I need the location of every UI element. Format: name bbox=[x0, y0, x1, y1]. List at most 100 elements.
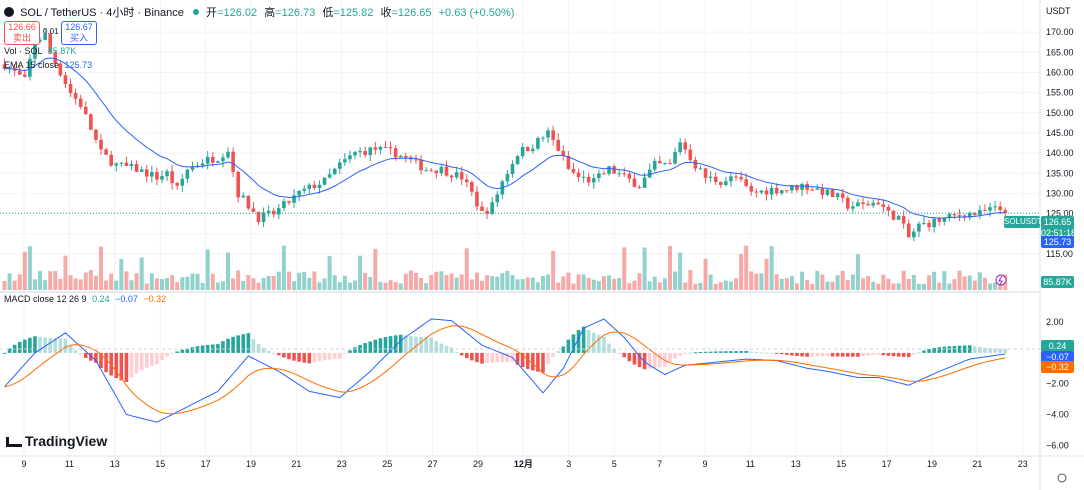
volume-bar bbox=[327, 256, 332, 290]
macd-legend[interactable]: MACD close 12 26 9 0.24 −0.07 −0.32 bbox=[4, 294, 166, 304]
volume-bar bbox=[820, 274, 825, 290]
candle bbox=[576, 172, 581, 178]
macd-hist-bar bbox=[221, 341, 225, 353]
tradingview-logo[interactable]: TradingView bbox=[6, 433, 107, 449]
candle bbox=[205, 156, 210, 164]
candle bbox=[53, 52, 58, 64]
volume-bar bbox=[952, 279, 957, 290]
volume-bar bbox=[2, 281, 7, 290]
volume-bar bbox=[58, 278, 63, 290]
macd-hist-bar bbox=[785, 352, 789, 355]
ohlc-close-label: 收 bbox=[380, 7, 392, 19]
volume-bar bbox=[576, 274, 581, 290]
candle bbox=[520, 147, 525, 157]
candle bbox=[485, 210, 489, 214]
volume-bar bbox=[957, 270, 962, 290]
macd-hist-bar bbox=[58, 338, 63, 353]
macd-hist-bar bbox=[398, 334, 403, 353]
volume-bar bbox=[500, 273, 505, 290]
macd-hist-bar bbox=[566, 339, 571, 353]
macd-hist-bar bbox=[73, 350, 78, 353]
macd-hist-bar bbox=[282, 352, 286, 358]
candle bbox=[398, 155, 403, 158]
candle bbox=[652, 160, 657, 170]
macd-hist-bar bbox=[637, 352, 642, 368]
macd-hist-bar bbox=[53, 338, 58, 353]
volume-bar bbox=[434, 271, 439, 290]
macd-hist-bar bbox=[561, 346, 566, 353]
candle bbox=[210, 156, 215, 163]
macd-hist-bar bbox=[668, 352, 672, 363]
macd-hist-bar bbox=[180, 349, 185, 353]
macd-hist-bar bbox=[378, 338, 383, 353]
macd-value-hist: 0.24 bbox=[92, 294, 110, 304]
volume-bar bbox=[104, 280, 109, 290]
candle bbox=[617, 173, 621, 175]
candle bbox=[322, 177, 327, 185]
macd-hist-bar bbox=[322, 352, 327, 361]
macd-hist-bar bbox=[7, 348, 12, 353]
macd-hist-bar bbox=[993, 348, 997, 353]
candle bbox=[109, 154, 113, 166]
macd-hist-bar bbox=[663, 352, 667, 367]
volume-bar bbox=[469, 279, 474, 290]
candle bbox=[419, 159, 423, 171]
candle bbox=[343, 159, 347, 163]
symbol-title[interactable]: SOL / TetherUS · 4小时 · Binance bbox=[20, 7, 184, 19]
candles bbox=[2, 28, 1008, 242]
macd-hist-bar bbox=[89, 352, 93, 361]
macd-hist-bar bbox=[759, 352, 764, 354]
candle bbox=[947, 214, 952, 218]
macd-hist-bar bbox=[932, 348, 936, 353]
macd-hist-bar bbox=[556, 350, 561, 353]
currency-label[interactable]: USDT bbox=[1046, 6, 1071, 16]
candle bbox=[470, 182, 474, 192]
macd-hist-bar bbox=[658, 352, 662, 368]
market-open-dot bbox=[192, 9, 199, 15]
macd-hist-bar bbox=[99, 352, 103, 369]
volume-bar bbox=[195, 273, 200, 290]
macd-label: MACD close 12 26 9 bbox=[4, 294, 87, 304]
macd-hist-bar bbox=[424, 337, 428, 353]
symbol-icon[interactable] bbox=[4, 7, 14, 17]
macd-hist-bar bbox=[642, 352, 647, 370]
candle bbox=[774, 187, 779, 194]
buy-button[interactable]: 126.67 买入 bbox=[61, 21, 97, 45]
candle bbox=[932, 218, 936, 228]
candle bbox=[967, 212, 972, 218]
volume-bar bbox=[43, 280, 48, 290]
volume-bar bbox=[835, 275, 840, 290]
macd-hist-bar bbox=[2, 352, 7, 354]
macd-hist-bar bbox=[393, 335, 398, 353]
sell-button[interactable]: 126.66 卖出 bbox=[4, 21, 40, 45]
macd-hist-bar bbox=[612, 349, 616, 353]
volume-legend[interactable]: Vol · SOL 85.87K bbox=[4, 46, 76, 56]
candle bbox=[769, 187, 774, 195]
macd-hist-bar bbox=[551, 352, 555, 357]
macd-hist-bar bbox=[688, 352, 693, 354]
macd-hist-bar bbox=[571, 334, 576, 353]
macd-hist-bar bbox=[947, 346, 952, 353]
volume-bar bbox=[378, 281, 383, 290]
candle bbox=[480, 206, 484, 211]
sell-label: 卖出 bbox=[12, 33, 31, 43]
candle bbox=[104, 149, 108, 155]
time-tick-label: 11 bbox=[65, 459, 74, 469]
macd-hist-bar bbox=[434, 340, 439, 353]
macd-hist-bar bbox=[480, 352, 484, 364]
candle bbox=[266, 210, 271, 213]
ema-legend[interactable]: EMA 15 close 125.73 bbox=[4, 60, 92, 70]
macd-hist-bar bbox=[383, 337, 388, 353]
volume-bar bbox=[581, 274, 586, 290]
volume-bar bbox=[93, 275, 98, 290]
candle bbox=[739, 176, 743, 180]
time-tick-label: 29 bbox=[473, 459, 483, 469]
volume-bar bbox=[205, 249, 210, 290]
candle bbox=[708, 176, 713, 178]
candle bbox=[73, 92, 78, 99]
volume-bar bbox=[972, 280, 977, 290]
candle bbox=[647, 169, 652, 178]
macd-hist-bar bbox=[927, 349, 931, 353]
volume-bar bbox=[490, 276, 495, 290]
